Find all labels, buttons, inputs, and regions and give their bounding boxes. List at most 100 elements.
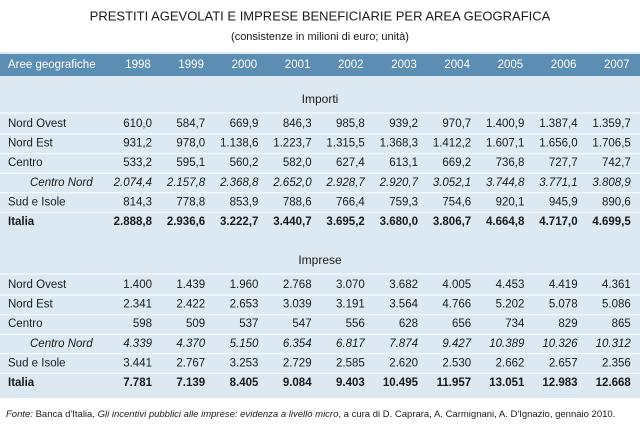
cell: 7.139	[176, 377, 205, 389]
header-label: Aree geografiche	[8, 59, 96, 71]
cell: 2.530	[442, 357, 471, 369]
table: Aree geografiche 1998 1999 2000 2001 2002 2003…	[0, 59, 640, 389]
cell: 9.403	[336, 377, 365, 389]
cell: 3.806,7	[433, 216, 471, 228]
cell: 2.620	[389, 357, 418, 369]
cell: 4.361	[602, 279, 631, 291]
cell: 939,2	[389, 118, 418, 130]
cell: 1.368,3	[380, 138, 418, 150]
cell: 3.680,0	[380, 216, 418, 228]
cell: 1.607,1	[486, 138, 524, 150]
cell: 736,8	[496, 157, 525, 169]
cell: 656	[452, 318, 471, 330]
cell: 11.957	[437, 377, 472, 389]
cell: 2.074,4	[113, 177, 152, 189]
row-label: Centro Nord	[30, 338, 93, 350]
cell: 2.729	[283, 357, 312, 369]
cell: 2.356	[602, 357, 631, 369]
cell: 2.368,8	[219, 177, 259, 189]
cell: 2.928,7	[325, 177, 365, 189]
table-background	[0, 52, 640, 398]
cell: 3.441	[123, 357, 152, 369]
cell: 8.405	[230, 377, 259, 389]
cell: 628	[399, 318, 418, 330]
cell: 533,2	[123, 157, 152, 169]
cell: 985,8	[336, 118, 365, 130]
source-label: Fonte:	[6, 409, 33, 420]
cell: 1.359,7	[592, 118, 630, 130]
cell: 5.078	[549, 299, 578, 311]
cell: 1.400	[123, 279, 152, 291]
cell: 2.652,0	[272, 177, 312, 189]
cell: 669,9	[230, 118, 259, 130]
cell: 2.653	[230, 299, 259, 311]
cell: 627,4	[336, 157, 365, 169]
cell: 4.717,0	[539, 216, 577, 228]
header-year: 2005	[498, 59, 524, 71]
cell: 7.874	[389, 338, 418, 350]
cell: 9.427	[442, 338, 471, 350]
cell: 560,2	[230, 157, 259, 169]
cell: 3.564	[389, 299, 418, 311]
header-year: 2003	[391, 59, 417, 71]
cell: 970,7	[442, 118, 471, 130]
cell: 6.817	[336, 338, 365, 350]
cell: 945,9	[549, 196, 578, 208]
section-title: Imprese	[298, 253, 342, 267]
cell: 4.766	[442, 299, 471, 311]
cell: 978,0	[176, 138, 205, 150]
header-year: 2001	[285, 59, 311, 71]
cell: 1.656,0	[539, 138, 577, 150]
cell: 3.771,1	[539, 177, 577, 189]
cell: 5.086	[602, 299, 631, 311]
cell: 2.767	[176, 357, 205, 369]
cell: 610,0	[123, 118, 152, 130]
cell: 1.387,4	[539, 118, 578, 130]
cell: 509	[186, 318, 205, 330]
source-title: Gli incentivi pubblici alle imprese: evi…	[98, 409, 339, 420]
row-label: Nord Ovest	[8, 118, 67, 130]
cell: 2.888,8	[114, 216, 153, 228]
cell: 4.419	[549, 279, 578, 291]
cell: 3.744,8	[486, 177, 525, 189]
cell: 10.389	[489, 338, 525, 350]
cell: 1.400,9	[486, 118, 524, 130]
header-year: 2006	[551, 59, 577, 71]
cell: 10.312	[596, 338, 632, 350]
cell: 754,6	[442, 196, 471, 208]
row-label: Centro	[8, 157, 43, 169]
cell: 584,7	[176, 118, 205, 130]
cell: 742,7	[602, 157, 631, 169]
row-label: Sud e Isole	[8, 196, 66, 208]
row-label: Centro Nord	[30, 177, 93, 189]
cell: 1.223,7	[273, 138, 311, 150]
cell: 2.657	[549, 357, 578, 369]
cell: 2.585	[336, 357, 365, 369]
cell: 931,2	[123, 138, 152, 150]
section-title: Importi	[302, 92, 339, 106]
source: Fonte: Banca d'Italia, Gli incentivi pub…	[6, 409, 615, 420]
cell: 537	[239, 318, 258, 330]
row-label: Nord Est	[8, 299, 54, 311]
cell: 3.039	[283, 299, 312, 311]
cell: 4.005	[442, 279, 471, 291]
cell: 4.339	[123, 338, 152, 350]
cell: 4.370	[176, 338, 205, 350]
cell: 4.664,8	[486, 216, 525, 228]
cell: 10.495	[383, 377, 419, 389]
cell: 547	[292, 318, 311, 330]
row-label: Nord Ovest	[8, 279, 67, 291]
cell: 778,8	[176, 196, 205, 208]
cell: 2.341	[123, 299, 152, 311]
cell: 556	[346, 318, 365, 330]
cell: 1.439	[176, 279, 205, 291]
row-label: Nord Est	[8, 138, 54, 150]
cell: 727,7	[549, 157, 578, 169]
cell: 1.315,5	[326, 138, 364, 150]
cell: 759,3	[389, 196, 418, 208]
cell: 3.191	[336, 299, 365, 311]
header-bar	[0, 54, 640, 76]
cell: 595,1	[176, 157, 205, 169]
cell: 3.695,2	[326, 216, 364, 228]
